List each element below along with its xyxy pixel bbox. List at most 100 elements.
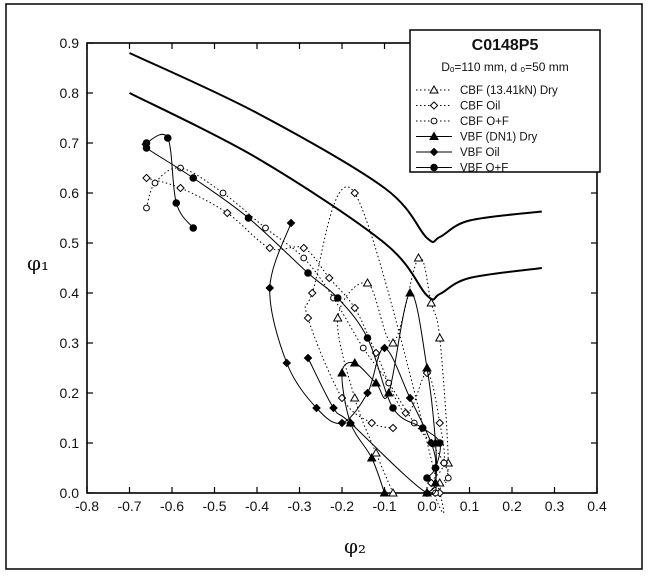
- data-point: [435, 439, 444, 447]
- data-point: [349, 357, 360, 367]
- series-6: [141, 133, 444, 482]
- data-point: [299, 243, 309, 253]
- x-tick-label: 0.2: [502, 498, 522, 514]
- series-1: [332, 252, 454, 497]
- y-tick-label: 0.7: [60, 135, 80, 151]
- legend-entry-3: CBF O+F: [416, 116, 509, 128]
- data-point: [262, 224, 269, 232]
- legend-label: VBF Oil: [460, 147, 500, 159]
- data-point: [350, 303, 360, 313]
- legend-label: CBF (13.41kN) Dry: [460, 85, 558, 97]
- axis-ticks: -0.8 -0.7 -0.6 -0.5 -0.4 -0.3 -0.2 -0.1 0.0 0.1 0.…: [60, 35, 607, 514]
- data-point: [444, 474, 452, 482]
- data-point: [405, 393, 415, 403]
- chart-title: C0148P5: [472, 37, 539, 54]
- data-point: [142, 173, 151, 183]
- data-point: [282, 358, 292, 368]
- data-point: [423, 474, 431, 482]
- y-tick-label: 0.8: [60, 85, 80, 101]
- data-point: [300, 254, 308, 262]
- data-point: [346, 418, 355, 428]
- data-point: [244, 214, 253, 222]
- series-line: [146, 177, 445, 514]
- x-tick-label: -0.5: [202, 498, 226, 514]
- data-point: [401, 408, 411, 418]
- boundary-line-1: [129, 52, 542, 244]
- data-point: [189, 224, 198, 232]
- data-point: [380, 343, 389, 353]
- x-tick-label: -0.7: [117, 498, 141, 514]
- y-tick-label: 0.6: [60, 185, 80, 201]
- boundary-line-2: [129, 92, 542, 301]
- x-tick-label: 0.1: [460, 498, 480, 514]
- data-point: [363, 334, 372, 342]
- data-point: [312, 403, 321, 413]
- data-point: [388, 487, 398, 497]
- legend-label: VBF (DN1) Dry: [460, 132, 538, 144]
- data-point: [303, 353, 313, 363]
- legend-marker: [430, 117, 438, 125]
- data-point: [430, 477, 441, 487]
- y-tick-label: 0.3: [60, 335, 80, 351]
- chart-subtitle: Dₒ=110 mm, d ₒ=50 mm: [441, 60, 569, 74]
- data-point: [349, 392, 360, 402]
- legend-marker: [430, 163, 438, 172]
- data-point: [426, 297, 437, 307]
- data-point: [265, 283, 275, 293]
- x-tick-label: 0.4: [587, 498, 607, 514]
- data-point: [176, 183, 185, 193]
- series-5: [265, 218, 440, 498]
- data-point: [337, 367, 347, 377]
- data-point: [366, 452, 377, 462]
- data-point: [350, 188, 360, 198]
- data-point: [142, 144, 151, 152]
- data-point: [426, 438, 436, 448]
- legend-label: CBF Oil: [460, 101, 500, 113]
- data-point: [172, 199, 181, 207]
- data-point: [303, 313, 313, 323]
- x-tick-label: -0.4: [245, 498, 269, 514]
- legend: C0148P5 Dₒ=110 mm, d ₒ=50 mm CBF (13.41k…: [409, 29, 601, 175]
- data-point: [418, 424, 427, 432]
- x-tick-label: -0.2: [330, 498, 354, 514]
- legend-entries: CBF (13.41kN) Dry CBF Oil CBF O+F VBF (DN1)…: [416, 84, 558, 175]
- legend-marker: [429, 131, 439, 140]
- x-tick-label: -0.6: [160, 498, 184, 514]
- y-tick-label: 0.2: [60, 385, 80, 401]
- legend-box: [409, 29, 601, 173]
- data-point: [163, 134, 172, 142]
- data-point: [371, 447, 381, 457]
- data-point: [307, 288, 317, 298]
- data-point: [362, 277, 373, 287]
- y-tick-label: 0.1: [60, 435, 80, 451]
- data-point: [422, 362, 432, 372]
- legend-marker: [429, 84, 439, 94]
- data-point: [388, 423, 398, 433]
- legend-label: VBF O+F: [460, 163, 508, 175]
- data-point: [222, 208, 232, 218]
- y-tick-label: 0.5: [60, 235, 80, 251]
- legend-entry-2: CBF Oil: [416, 101, 500, 113]
- data-point: [143, 204, 150, 212]
- y-tick-label: 0.0: [60, 485, 80, 501]
- data-point: [363, 388, 372, 398]
- x-tick-label: -0.8: [75, 498, 99, 514]
- data-point: [413, 252, 424, 262]
- boundary-lines: [129, 52, 542, 301]
- x-axis-label: φ₂: [344, 534, 366, 558]
- legend-entry-5: VBF Oil: [416, 147, 500, 159]
- data-point: [332, 312, 343, 322]
- data-point: [324, 273, 334, 283]
- data-point: [388, 337, 398, 347]
- y-axis-label: φ₁: [27, 251, 49, 275]
- data-point: [219, 189, 227, 197]
- data-point: [304, 269, 312, 277]
- data-point: [189, 174, 198, 182]
- data-point: [286, 218, 296, 228]
- data-point: [265, 243, 275, 253]
- legend-entry-1: CBF (13.41kN) Dry: [416, 84, 558, 97]
- data-point: [434, 332, 445, 342]
- data-point: [151, 179, 159, 187]
